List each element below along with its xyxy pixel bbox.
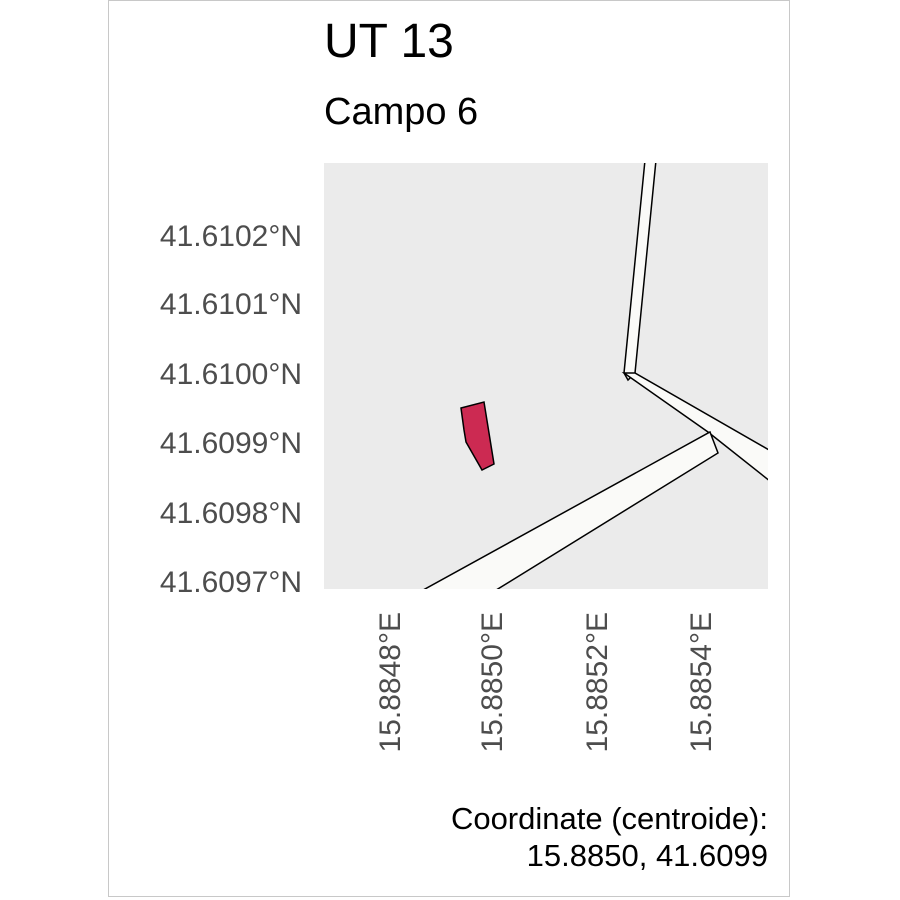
map-subtitle: Campo 6 [324, 91, 479, 133]
centroid-caption: Coordinate (centroide): 15.8850, 41.6099 [451, 800, 768, 874]
map-title: UT 13 [324, 15, 454, 68]
y-tick-label: 41.6101°N [160, 288, 302, 321]
road-east [621, 372, 768, 481]
x-tick-label: 15.8848°E [374, 612, 407, 752]
y-tick-label: 41.6099°N [160, 427, 302, 460]
centroid-caption-label: Coordinate (centroide): [450, 801, 768, 836]
x-axis-ticks: 15.8848°E 15.8850°E 15.8852°E 15.8854°E [374, 612, 718, 752]
map-panel [324, 163, 768, 589]
y-tick-label: 41.6097°N [160, 566, 302, 599]
road-southwest [423, 430, 719, 589]
x-tick-label: 15.8850°E [476, 612, 509, 752]
y-axis-ticks: 41.6102°N 41.6101°N 41.6100°N 41.6099°N … [160, 220, 302, 599]
y-tick-label: 41.6098°N [160, 497, 302, 530]
x-tick-label: 15.8852°E [581, 612, 614, 752]
x-tick-label: 15.8854°E [685, 612, 718, 752]
centroid-caption-value: 15.8850, 41.6099 [526, 838, 768, 874]
y-tick-label: 41.6102°N [160, 220, 302, 253]
road-layer [423, 163, 768, 589]
field-parcel [460, 401, 495, 471]
y-tick-label: 41.6100°N [160, 358, 302, 391]
